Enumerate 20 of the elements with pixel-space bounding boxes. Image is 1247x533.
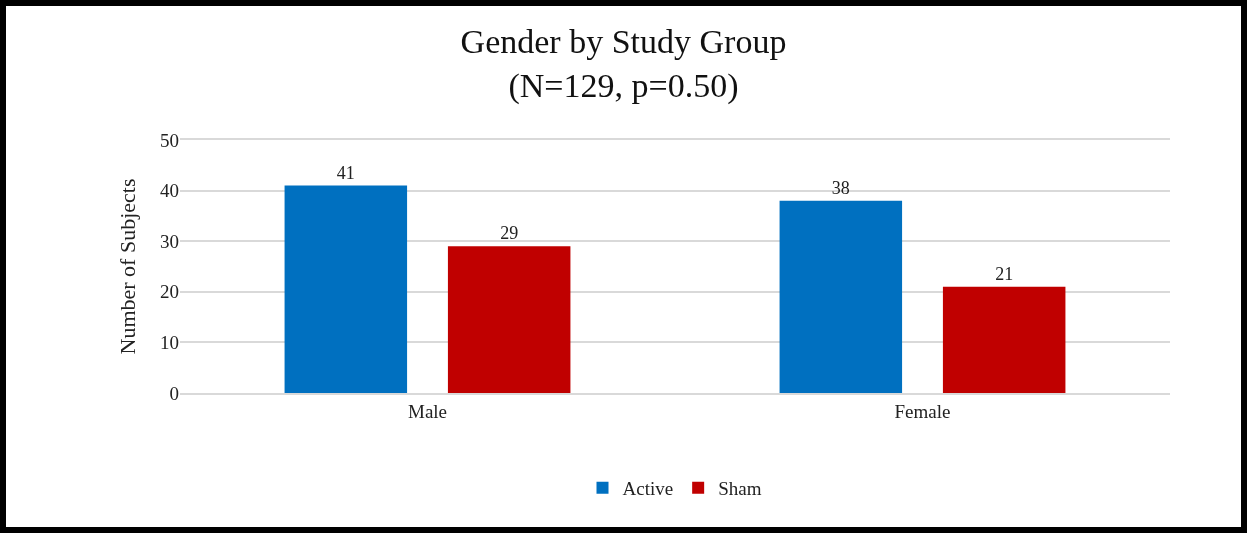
chart-title: Gender by Study Group (N=129, p=0.50) [460,22,787,106]
legend-label: Active [622,478,674,500]
bar [942,286,1066,393]
y-tick-label: 0 [169,382,179,404]
y-tick-label: 20 [160,281,179,303]
x-tick-label: Male [407,400,448,422]
data-label: 38 [831,177,850,198]
data-label: 41 [336,162,355,183]
bar [447,246,571,393]
y-tick-label: 10 [160,332,179,354]
y-axis-title: Number of Subjects [114,178,140,355]
bar [779,200,903,393]
y-tick-label: 30 [160,230,179,252]
bar [284,185,408,393]
y-tick-label: 50 [160,129,179,151]
y-tick-label: 40 [160,180,179,202]
data-label: 29 [500,223,519,244]
legend-label: Sham [718,478,762,500]
data-label: 21 [995,263,1014,284]
x-tick-label: Female [894,400,951,422]
